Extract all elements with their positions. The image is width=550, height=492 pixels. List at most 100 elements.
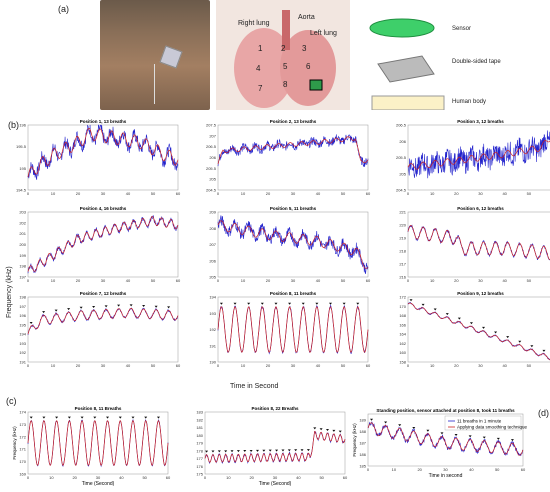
breath-peak-mark <box>287 449 291 452</box>
y-tick: 221 <box>399 210 406 215</box>
chart-title: Position 8, 11 Breaths <box>75 406 122 411</box>
grid-xlabel: Time in Second <box>230 383 279 390</box>
breath-peak-mark <box>217 450 221 453</box>
y-tick: 193 <box>209 311 216 316</box>
chart-title: Position 9, 12 breaths <box>457 291 504 296</box>
x-tick: 40 <box>469 467 474 472</box>
y-tick: 183 <box>196 410 203 415</box>
chart-title: Position 2, 13 breaths <box>270 119 317 124</box>
chart-title: Standing position, sensor attached at po… <box>376 408 515 413</box>
x-tick: 60 <box>343 475 348 480</box>
chart-1: Position 1, 13 breaths 0 10 20 30 40 50 60 194.5… <box>16 119 181 196</box>
y-tick: 205 <box>209 177 216 182</box>
x-tick: 20 <box>454 191 459 196</box>
y-tick: 207.5 <box>206 123 217 128</box>
breath-peak-mark <box>233 302 237 305</box>
breath-peak-mark <box>445 313 449 316</box>
x-tick: 60 <box>366 363 371 368</box>
breath-peak-mark <box>454 434 458 437</box>
chart-ylabel: Frequency (kHz) <box>12 426 17 460</box>
chart-7: Position 7, 12 breaths 0 10 20 30 40 50 60 191 19… <box>19 291 181 368</box>
breath-peak-mark <box>398 424 402 427</box>
sensor-cable <box>154 64 155 104</box>
x-tick: 50 <box>151 363 156 368</box>
y-tick: 200 <box>19 242 26 247</box>
y-tick: 168 <box>399 313 406 318</box>
num-6: 6 <box>306 62 311 71</box>
x-tick: 60 <box>366 191 371 196</box>
chart-12: Standing position, sensor attached at po… <box>352 408 528 479</box>
chart-8: Position 8, 11 breaths 0 10 20 30 40 50 60 190 19… <box>209 291 371 368</box>
num-4: 4 <box>256 64 261 73</box>
x-tick: 20 <box>266 191 271 196</box>
y-tick: 158 <box>399 360 406 365</box>
chart-xlabel: Time (Second) <box>259 481 292 487</box>
x-tick: 40 <box>296 475 301 480</box>
x-tick: 30 <box>291 191 296 196</box>
x-tick: 0 <box>217 278 220 283</box>
breath-peak-mark <box>211 450 215 453</box>
x-tick: 0 <box>27 191 30 196</box>
breath-peak-mark <box>274 302 278 305</box>
breath-peak-mark <box>426 429 430 432</box>
x-tick: 60 <box>176 363 181 368</box>
breath-peak-mark <box>468 435 472 438</box>
x-tick: 50 <box>151 191 156 196</box>
x-tick: 0 <box>407 278 410 283</box>
y-tick: 204.5 <box>206 188 217 193</box>
y-tick: 206 <box>399 139 406 144</box>
x-tick: 60 <box>521 467 526 472</box>
breath-peak-mark <box>356 302 360 305</box>
raw-series-line <box>407 130 550 179</box>
chart-5: Position 5, 11 breaths 0 10 20 30 40 50 60 205 20… <box>209 206 371 283</box>
smoothed-series-line <box>27 128 179 178</box>
right-lung-shape <box>234 28 294 108</box>
y-tick: 164 <box>399 332 406 337</box>
breath-peak-mark <box>457 317 461 320</box>
breath-peak-mark <box>67 416 71 419</box>
label-a: (a) <box>58 4 69 14</box>
x-tick: 50 <box>527 191 532 196</box>
chart-title: Position 5, 11 breaths <box>270 206 317 211</box>
y-tick: 207 <box>209 242 216 247</box>
x-tick: 40 <box>126 363 131 368</box>
y-tick: 175 <box>196 472 203 477</box>
y-tick: 181 <box>196 425 203 430</box>
y-tick: 171 <box>19 447 26 452</box>
breath-peak-mark <box>300 449 304 452</box>
y-tick: 197 <box>19 275 26 280</box>
x-tick: 30 <box>96 475 101 480</box>
x-tick: 40 <box>126 191 131 196</box>
chart-title: Position 8, 22 Breaths <box>251 406 299 411</box>
y-tick: 195.5 <box>16 144 27 149</box>
x-tick: 0 <box>217 191 220 196</box>
y-tick: 191 <box>209 343 216 348</box>
smoothed-series-line <box>204 430 346 463</box>
y-tick: 178 <box>196 448 203 453</box>
num-1: 1 <box>258 44 263 53</box>
legend-entry: Applying data smoothing technique <box>457 425 528 430</box>
breath-peak-mark <box>315 302 319 305</box>
smoothed-series-line <box>27 420 169 466</box>
right-lung-label: Right lung <box>238 20 270 27</box>
raw-series-line <box>217 134 369 167</box>
x-tick: 0 <box>217 363 220 368</box>
x-tick: 30 <box>273 475 278 480</box>
tape-layer-label: Double-sided tape <box>452 59 501 65</box>
breath-peak-mark <box>42 311 46 314</box>
x-tick: 30 <box>443 467 448 472</box>
x-tick: 40 <box>502 191 507 196</box>
y-tick: 169 <box>19 472 26 477</box>
breath-peak-mark <box>29 322 33 325</box>
breath-peak-mark <box>154 305 158 308</box>
y-tick: 194 <box>19 332 26 337</box>
breath-peak-mark <box>326 429 329 432</box>
x-tick: 40 <box>316 278 321 283</box>
breath-peak-mark <box>338 430 342 433</box>
plot-frame <box>407 211 550 278</box>
plot-frame <box>217 124 369 191</box>
breath-peak-mark <box>249 449 253 452</box>
label-c: (c) <box>6 396 17 406</box>
breath-peak-mark <box>42 416 46 419</box>
